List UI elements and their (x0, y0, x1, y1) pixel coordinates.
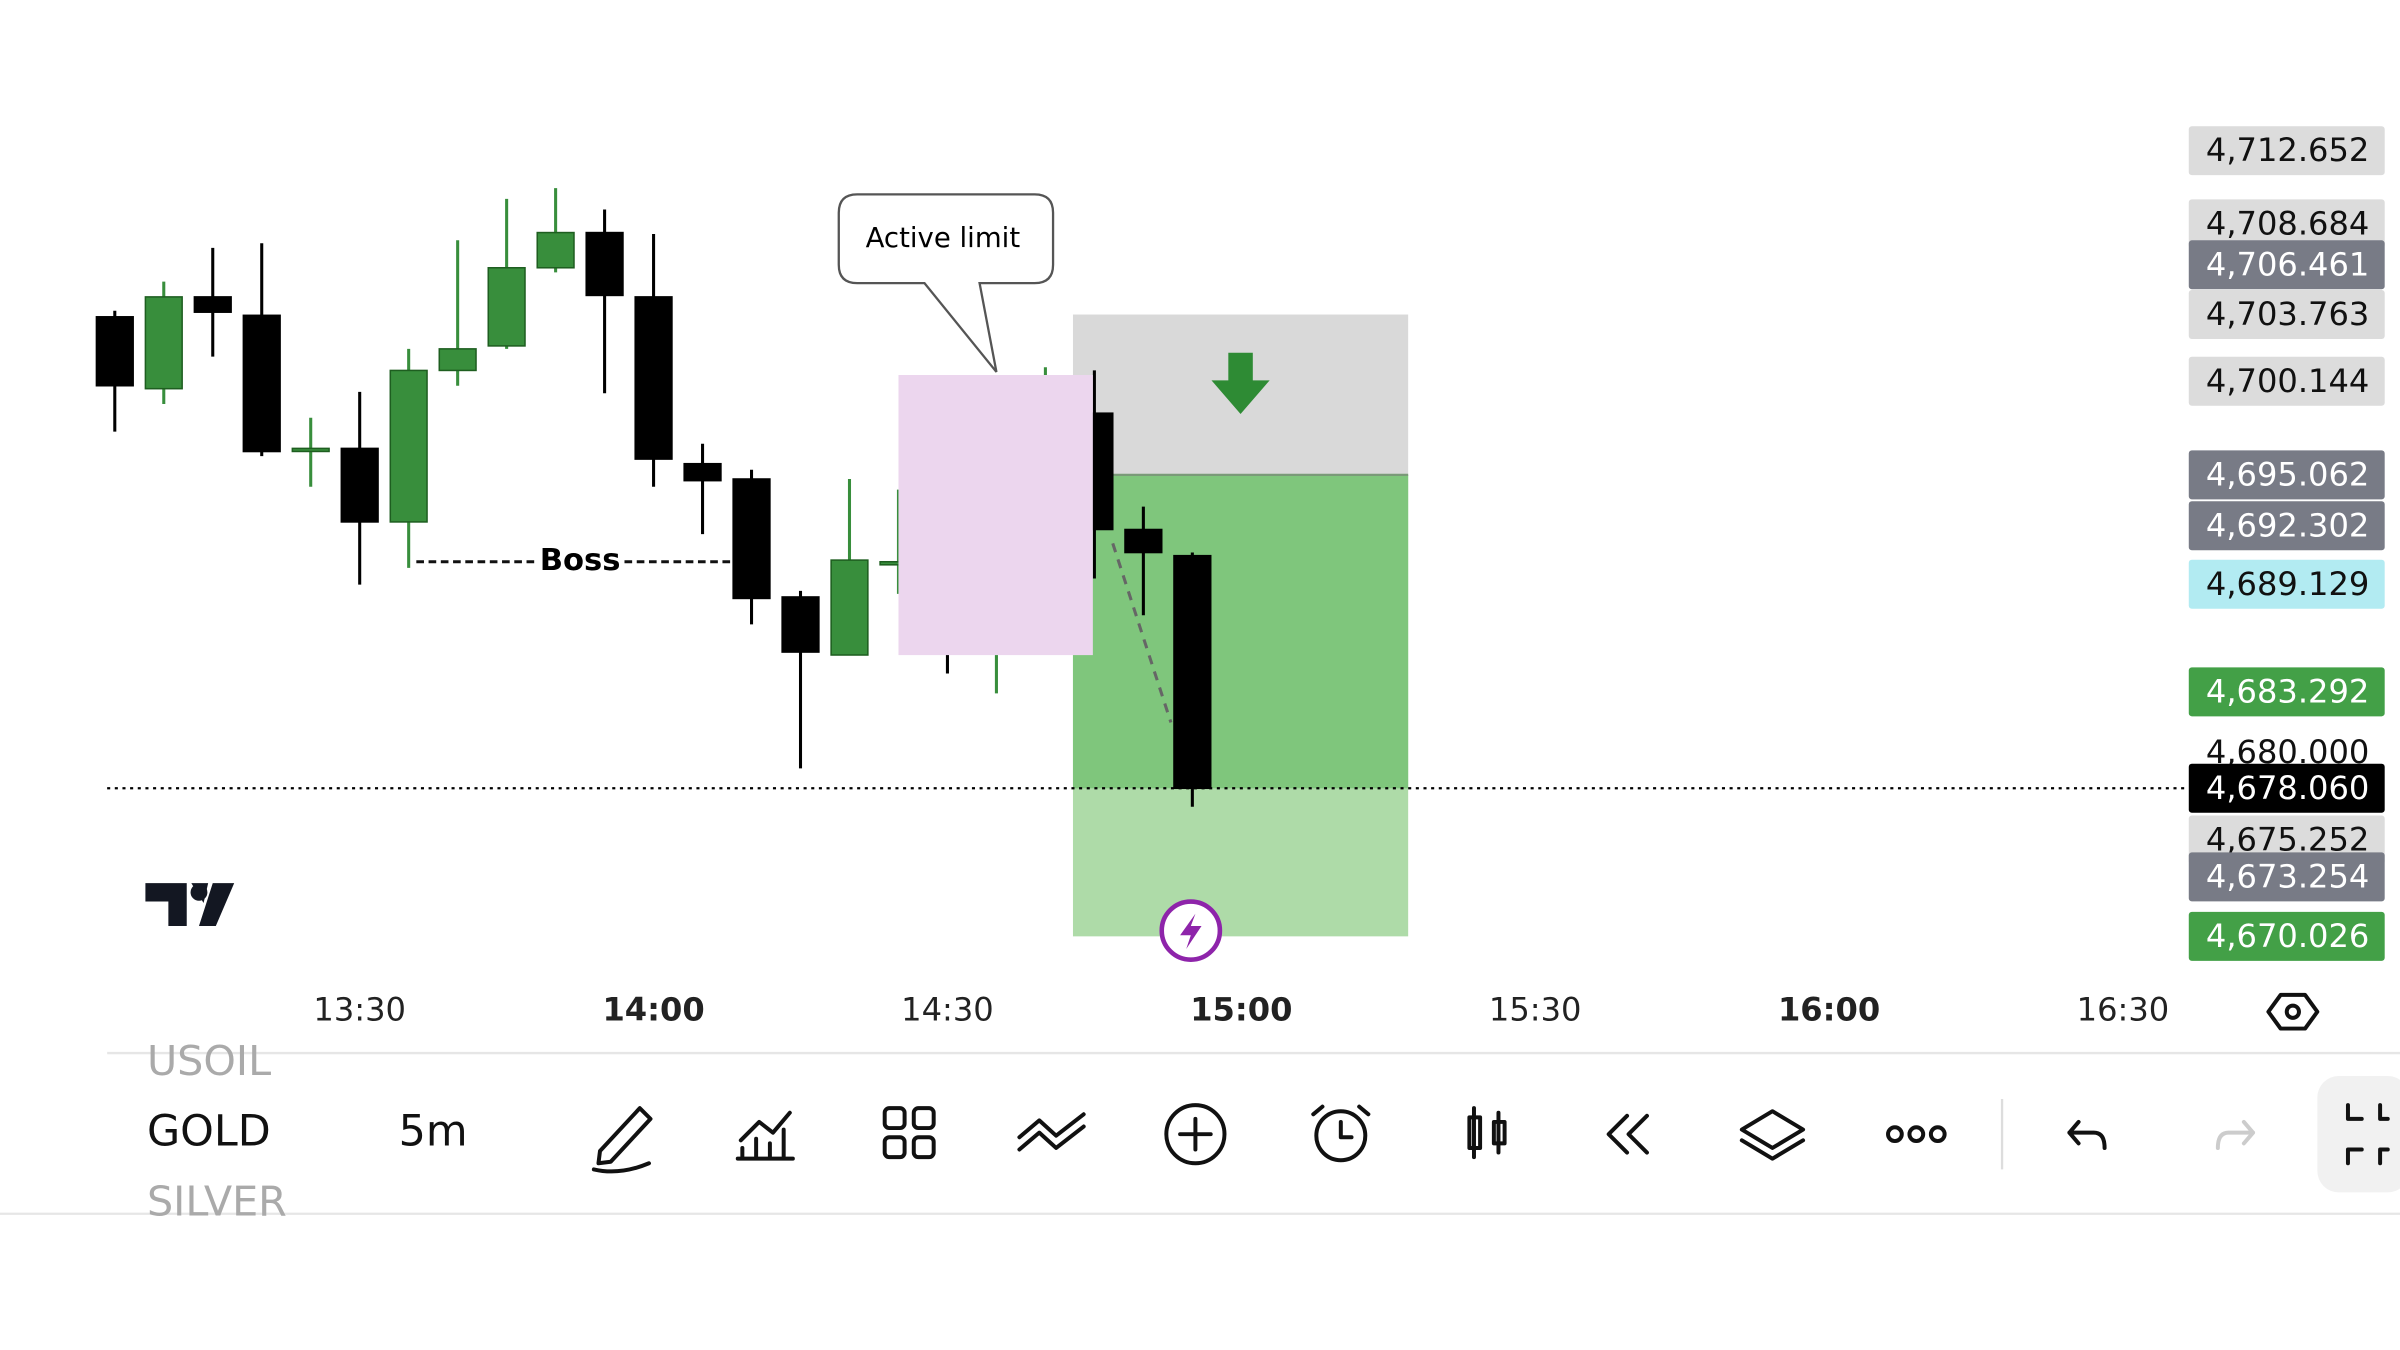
price-label: 4,689.129 (2206, 565, 2369, 603)
candle-body (634, 296, 673, 460)
layers-icon[interactable] (1739, 1109, 1806, 1161)
indicators-icon[interactable] (735, 1110, 795, 1161)
candle-body (1124, 528, 1163, 554)
compare-icon[interactable] (1017, 1112, 1086, 1152)
fullscreen-button[interactable] (2317, 1076, 2400, 1193)
price-label-bg (2188, 852, 2385, 902)
price-label: 4,678.060 (2206, 769, 2369, 807)
alert-icon (1159, 899, 1223, 962)
layouts-icon[interactable] (882, 1106, 936, 1160)
chart-type-icon[interactable] (1467, 1106, 1507, 1160)
candle-body (1173, 554, 1212, 790)
x-tick-label: 16:00 (1778, 991, 1880, 1029)
price-label: 4,675.252 (2206, 821, 2369, 859)
price-label: 4,683.292 (2206, 672, 2369, 710)
candle-body (291, 447, 330, 453)
tradingview-logo (145, 883, 235, 927)
price-label-bg (2188, 501, 2385, 551)
price-label-bg (2188, 290, 2385, 340)
order-link (1111, 542, 1173, 723)
x-tick-label: 13:30 (313, 991, 406, 1029)
candle-body (389, 369, 428, 523)
price-label-bg (2188, 199, 2385, 249)
price-label-bg (2188, 450, 2385, 500)
interval[interactable]: 5m (399, 1107, 468, 1157)
candle-body (193, 296, 232, 313)
price-label-bg (2188, 667, 2385, 717)
price-label: 4,673.254 (2206, 857, 2369, 895)
price-label: 4,670.026 (2206, 917, 2369, 955)
candle-body (683, 462, 722, 482)
more-icon[interactable] (1886, 1125, 1947, 1144)
candle-body (487, 267, 526, 347)
symbol-selected[interactable]: GOLD (147, 1107, 271, 1157)
target-zone-filled (1072, 474, 1409, 789)
x-tick-label: 15:00 (1190, 991, 1292, 1029)
price-label-bg (2188, 815, 2385, 865)
x-tick-label: 16:30 (2077, 991, 2170, 1029)
price-label: 4,703.763 (2206, 295, 2369, 333)
price-label-bg (2188, 126, 2385, 176)
x-tick-label: 14:30 (901, 991, 994, 1029)
alert-tool-icon[interactable] (1311, 1104, 1371, 1163)
callout-text: Active limit (866, 222, 1021, 254)
symbol[interactable]: SILVER (147, 1178, 287, 1226)
candle-body (536, 231, 575, 269)
price-label-bg (2188, 356, 2385, 406)
candle-body (340, 447, 379, 523)
price-label-bg (2188, 763, 2385, 813)
x-tick-label: 14:00 (602, 991, 704, 1029)
x-tick-label: 15:30 (1489, 991, 1582, 1029)
price-label: 4,712.652 (2206, 131, 2369, 169)
price-label-bg (2188, 911, 2385, 961)
undo-icon[interactable] (2067, 1119, 2107, 1150)
symbol[interactable]: USOIL (147, 1037, 271, 1085)
fullscreen-icon (2345, 1103, 2390, 1166)
settings-icon[interactable] (2266, 992, 2320, 1031)
replay-icon[interactable] (1606, 1113, 1649, 1155)
candle-body (242, 314, 281, 453)
price-label: 4,695.062 (2206, 455, 2369, 493)
candle-body (781, 596, 820, 653)
candle-body (585, 231, 624, 297)
candle-body (732, 478, 771, 600)
redo-icon[interactable] (2215, 1119, 2256, 1150)
candle-body (144, 296, 183, 390)
price-label: 4,708.684 (2206, 204, 2369, 242)
boss-label: Boss (540, 543, 621, 578)
price-label: 4,700.144 (2206, 362, 2369, 400)
limit-zone (898, 375, 1093, 656)
price-label: 4,706.461 (2206, 245, 2369, 283)
draw-icon[interactable] (591, 1106, 653, 1174)
price-label-bg (2188, 240, 2385, 290)
candle-body (438, 348, 477, 372)
candle-body (830, 559, 869, 656)
candle-body (95, 316, 134, 387)
callout (837, 193, 1055, 373)
price-label: 4,692.302 (2206, 506, 2369, 544)
price-label-bg (2188, 559, 2385, 609)
short-arrow (1211, 352, 1270, 415)
add-icon[interactable] (1164, 1103, 1227, 1166)
